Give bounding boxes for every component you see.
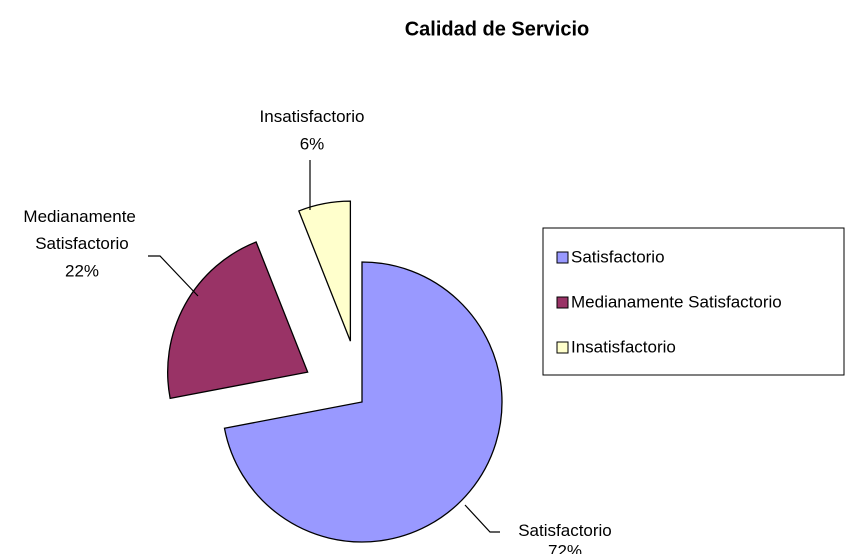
data-label-value: 6% [300, 134, 325, 153]
data-label-name: Satisfactorio [518, 521, 612, 540]
pie-slice [298, 200, 352, 342]
data-label-name: Medianamente Satisfactorio [23, 207, 140, 253]
leader-line [148, 255, 199, 297]
pie-slice [167, 241, 309, 400]
leader-line [464, 504, 500, 533]
legend-swatch [556, 296, 569, 309]
data-label-name: Insatisfactorio [260, 107, 365, 126]
data-label-value: 72% [548, 541, 582, 554]
chart-title: Calidad de Servicio [405, 18, 590, 40]
legend-box [542, 227, 845, 376]
data-label-value: 22% [65, 261, 99, 280]
legend-swatch [556, 341, 569, 354]
legend-label: Insatisfactorio [571, 337, 676, 356]
pie-slice [223, 261, 503, 543]
legend-label: Satisfactorio [571, 247, 665, 266]
legend-swatch [556, 251, 569, 264]
legend-label: Medianamente Satisfactorio [571, 292, 782, 311]
